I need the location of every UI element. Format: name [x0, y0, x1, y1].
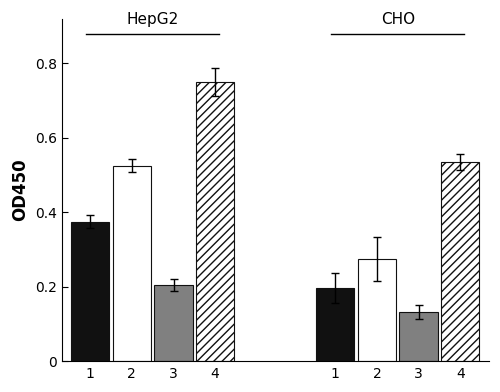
Bar: [400, 312, 438, 361]
Bar: [154, 285, 192, 361]
Bar: [112, 166, 151, 361]
Bar: [71, 221, 110, 361]
Bar: [316, 288, 354, 361]
Y-axis label: OD450: OD450: [11, 159, 29, 221]
Bar: [358, 259, 396, 361]
Text: HepG2: HepG2: [126, 12, 179, 27]
Text: CHO: CHO: [380, 12, 415, 27]
Bar: [441, 162, 480, 361]
Bar: [196, 82, 234, 361]
